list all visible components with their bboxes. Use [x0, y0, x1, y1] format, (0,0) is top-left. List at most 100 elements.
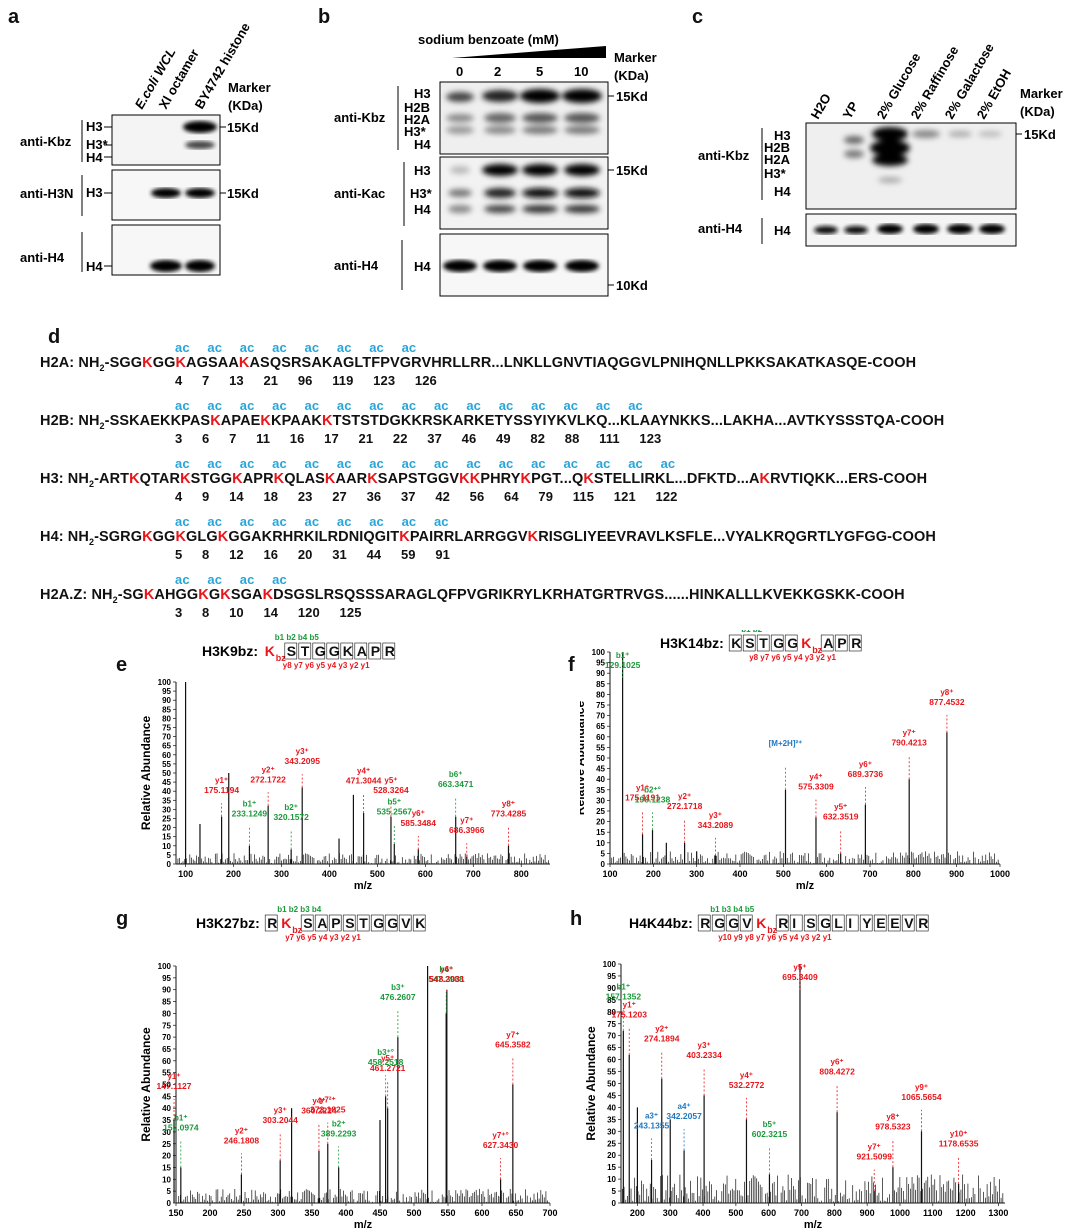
ion-mz: 403.2334	[686, 1050, 722, 1060]
ion-mz: 632.3519	[823, 812, 859, 822]
histone-name: H2A:	[40, 355, 79, 371]
x-axis-label: m/z	[354, 880, 373, 892]
y-tick-label: 20	[162, 1152, 171, 1161]
fragment-box	[775, 914, 789, 932]
fragment-box	[848, 634, 862, 652]
y-tick-label: 70	[162, 1033, 171, 1042]
fragment-box	[412, 914, 426, 932]
band-label: H4	[414, 137, 431, 152]
fragment-box	[354, 642, 368, 660]
y-tick-label: 80	[596, 690, 605, 699]
peptide-residue: P	[371, 643, 380, 659]
y-tick-label: 60	[607, 1056, 616, 1065]
peptide-residue: K	[731, 635, 741, 651]
antibody-label: anti-H4	[20, 250, 65, 265]
marker-header: (KDa)	[1020, 104, 1055, 119]
y-tick-label: 50	[607, 1080, 616, 1089]
sequence-segment: APR	[242, 471, 274, 487]
peptide-residue: S	[303, 915, 312, 931]
ion-label: y6⁺	[859, 760, 872, 769]
x-tick-label: 600	[761, 1208, 776, 1218]
modified-lysine: K	[175, 529, 187, 545]
ion-mz: 373.1825	[310, 1105, 346, 1115]
y-ion-labels: y8 y7 y6 y5 y4 y3 y2 y1	[749, 653, 836, 662]
ion-mz: 389.2293	[321, 1128, 357, 1138]
fragment-box	[370, 914, 384, 932]
sequence-segment: GG	[152, 355, 176, 371]
antibody-label: anti-Kbz	[334, 110, 386, 125]
ion-label: b1⁺	[174, 1113, 188, 1122]
sequence-segment: ASQSRSAKAGLTFPVGRVHRLLRR...LNKLLGNVTIAQG…	[249, 355, 868, 371]
ion-mz: 921.5099	[856, 1152, 892, 1162]
marker-label: 15Kd	[616, 89, 648, 104]
y-tick-label: 5	[612, 1187, 617, 1196]
modified-lysine: K	[324, 471, 336, 487]
peptide-residue: G	[387, 915, 398, 931]
ion-mz: 471.3044	[346, 776, 382, 786]
b-ion-labels: b1 b2 b3 b4	[277, 905, 322, 914]
x-tick-label: 400	[338, 1208, 353, 1218]
band-label: H3*	[86, 137, 109, 152]
sequence-segment: -SGG	[104, 355, 143, 371]
ion-mz: 1065.5654	[901, 1092, 941, 1102]
residue-numbers: 4 7 13 21 96 119 123 126	[175, 373, 437, 388]
x-tick-label: 100	[178, 869, 193, 879]
peptide-residue: R	[385, 643, 395, 659]
y-tick-label: 30	[607, 1127, 616, 1136]
ion-label: y7⁺	[903, 729, 916, 738]
sequence-segment: QTAR	[139, 471, 181, 487]
band-label: H4	[86, 150, 103, 165]
x-tick-label: 500	[728, 1208, 743, 1218]
panel-label-f: f	[568, 654, 575, 676]
sequence-segment: -SGRG	[94, 529, 143, 545]
ion-mz: 476.2607	[380, 992, 416, 1002]
peptide-residue: K	[415, 915, 425, 931]
modified-lysine: K	[238, 355, 250, 371]
x-tick-label: 1300	[988, 1208, 1008, 1218]
modified-lysine: KK	[459, 471, 481, 487]
y-tick-label: 75	[607, 1020, 616, 1029]
peptide-residue: R	[700, 915, 710, 931]
band-label: H3*	[404, 124, 427, 139]
band-label: H2A	[404, 112, 431, 127]
x-tick-label: 200	[646, 869, 661, 879]
y-tick-label: 100	[592, 648, 606, 657]
ion-label: y10⁺	[950, 1129, 968, 1138]
sequence-segment: RISGLIYEEVRAVLKSFLE...VYALKRQGRTLYGFGG	[538, 529, 888, 545]
ion-label: b3⁺	[391, 983, 405, 992]
x-tick-label: 600	[418, 869, 433, 879]
peptide-residue: K	[343, 643, 353, 659]
ion-mz: 458.2518	[368, 1057, 404, 1067]
marker-header: Marker	[228, 80, 271, 95]
modified-lysine: K	[273, 471, 285, 487]
y-tick-label: 40	[596, 775, 605, 784]
antibody-label: anti-Kbz	[20, 134, 72, 149]
y-tick-label: 70	[162, 733, 171, 742]
ion-mz: 790.4213	[891, 738, 927, 748]
peptide-residue: G	[714, 915, 725, 931]
peptide-residue: P	[837, 635, 846, 651]
sequence-segment: KPAAK	[271, 413, 322, 429]
marker-header: (KDa)	[228, 98, 263, 113]
y-tick-label: 95	[607, 972, 616, 981]
peptide-title: H3K27bz:	[196, 915, 260, 931]
y-tick-label: 90	[596, 669, 605, 678]
c-terminus: -COOH	[878, 471, 928, 487]
sequence-panel: ac ac ac ac ac ac ac ac H2A: NH2-SGGKGGKA…	[0, 340, 1080, 620]
modified-lysine: K	[232, 471, 243, 487]
ion-label: b5⁺	[388, 798, 402, 807]
ion-label: y5⁺	[793, 963, 806, 972]
y-tick-label: 60	[162, 751, 171, 760]
y-tick-label: 5	[601, 849, 606, 858]
y-tick-label: 70	[607, 1032, 616, 1041]
sequence-segment: -SG	[117, 587, 144, 603]
x-tick-label: 300	[274, 869, 289, 879]
y-tick-label: 80	[607, 1008, 616, 1017]
fragment-box	[328, 914, 342, 932]
ion-label: y2⁺	[678, 792, 691, 801]
n-terminus: NH	[67, 529, 89, 545]
y-tick-label: 45	[596, 765, 605, 774]
peptide-residue: G	[373, 915, 384, 931]
y-tick-label: 90	[162, 696, 171, 705]
ion-label: b3⁺°	[377, 1048, 394, 1057]
